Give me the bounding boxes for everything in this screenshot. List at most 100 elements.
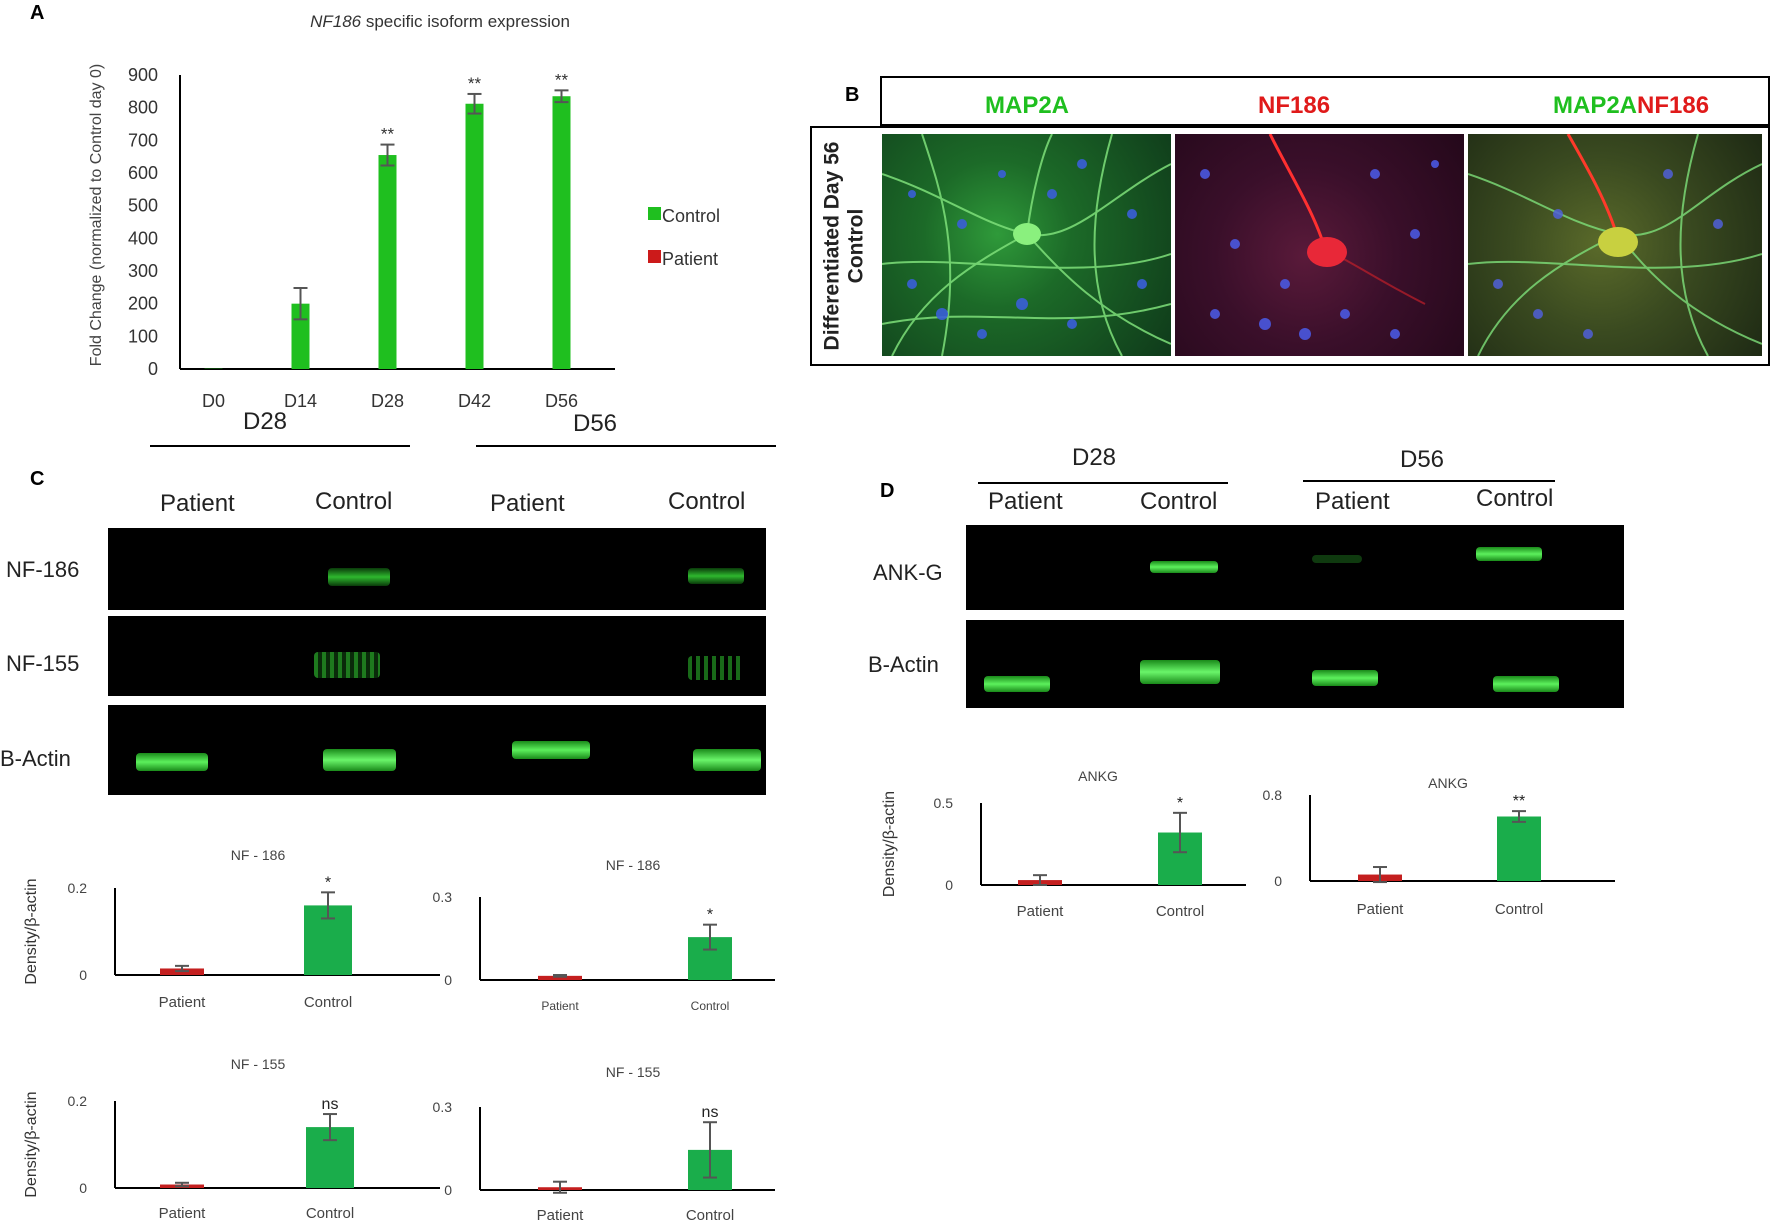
y-tick-label: 0 xyxy=(444,972,452,988)
panel-c-lane-3: Patient xyxy=(490,490,565,517)
chart-title: NF - 155 xyxy=(606,1064,661,1080)
panel-a-title-italic: NF186 xyxy=(310,12,362,31)
y-axis-label: Density/β-actin xyxy=(23,1091,40,1197)
chart-d-ankg-d56: ANKG 0 0.8 Patient ** Control xyxy=(1263,775,1615,918)
x-tick-label: Patient xyxy=(159,994,207,1011)
significance-label: ** xyxy=(1513,793,1525,810)
row-label-line-1: Differentiated Day 56 xyxy=(820,141,843,351)
y-tick-label: 400 xyxy=(128,228,158,248)
panel-d-day-d56: D56 xyxy=(1400,446,1445,473)
panel-d-lane-2: Control xyxy=(1140,488,1218,515)
band xyxy=(136,753,208,771)
band xyxy=(314,652,380,678)
x-tick-label: Control xyxy=(686,1207,734,1220)
merge-neurites xyxy=(1468,134,1762,356)
panel-d-row-bactin: B-Actin xyxy=(868,652,939,677)
panel-d-lane-1: Patient xyxy=(988,488,1063,515)
band xyxy=(688,568,744,584)
x-tick-label: Patient xyxy=(541,999,579,1013)
y-tick-label: 0.2 xyxy=(68,880,88,896)
significance-label: ns xyxy=(322,1096,339,1113)
panel-b-header-box xyxy=(880,76,1770,126)
x-tick-label: Patient xyxy=(159,1205,207,1220)
panel-c-lane-1: Patient xyxy=(160,490,235,517)
panel-c-d56-line xyxy=(476,445,776,447)
y-tick-label: 0 xyxy=(945,877,953,893)
channel-title-merge-nf186: NF186 xyxy=(1637,92,1710,119)
x-tick-label: Control xyxy=(1495,901,1543,918)
legend-control-swatch xyxy=(648,207,661,220)
band xyxy=(1140,660,1220,684)
blot-c-nf155 xyxy=(108,616,766,696)
significance-label: ns xyxy=(702,1104,719,1121)
band xyxy=(328,568,390,586)
y-tick-label: 0.2 xyxy=(68,1093,88,1109)
y-tick-label: 700 xyxy=(128,130,158,150)
panel-c-row-bactin: B-Actin xyxy=(0,746,71,771)
y-tick-label: 600 xyxy=(128,163,158,183)
x-tick-label: Patient xyxy=(1017,903,1065,920)
legend-patient-swatch xyxy=(648,250,661,263)
y-tick-label: 0 xyxy=(1274,873,1282,889)
band xyxy=(1150,561,1218,573)
x-tick-label: D56 xyxy=(545,391,578,411)
micrograph-map2a xyxy=(882,134,1171,356)
significance-label: * xyxy=(325,874,331,891)
chart-title: ANKG xyxy=(1428,775,1468,791)
significance-label: * xyxy=(707,907,713,924)
y-tick-label: 0.8 xyxy=(1263,787,1283,803)
y-tick-label: 0.5 xyxy=(934,795,954,811)
chart-title: ANKG xyxy=(1078,768,1118,784)
y-axis-label: Density/β-actin xyxy=(23,878,40,984)
panel-b-row-label: Differentiated Day 56 Control xyxy=(812,128,876,364)
panel-a-title-rest: specific isoform expression xyxy=(361,12,570,31)
panel-d-d28-line xyxy=(978,482,1228,484)
band xyxy=(1312,555,1362,563)
control-bar xyxy=(1497,816,1541,881)
x-tick-label: Control xyxy=(306,1205,354,1220)
panel-d-d56-line xyxy=(1303,480,1555,482)
chart-title: NF - 186 xyxy=(231,847,286,863)
panel-letter-d: D xyxy=(880,480,895,502)
panel-a-bar-chart: NF186 specific isoform expression 0 100 20… xyxy=(88,12,720,411)
channel-title-map2a: MAP2A xyxy=(985,92,1070,119)
blot-d-bactin xyxy=(966,620,1624,708)
legend-patient-label: Patient xyxy=(662,249,718,269)
channel-title-merge-map2a: MAP2A xyxy=(1553,92,1638,119)
blot-c-bactin xyxy=(108,705,766,795)
y-tick-label: 0.3 xyxy=(433,889,453,905)
y-tick-label: 0 xyxy=(148,359,158,379)
y-tick-label: 500 xyxy=(128,196,158,216)
y-tick-label: 0.3 xyxy=(433,1099,453,1115)
chart-c-nf186-d28: NF - 186 Density/β-actin 0 0.2 Patient * Contr… xyxy=(23,847,440,1011)
control-bar xyxy=(552,96,571,369)
panel-c-lane-4: Control xyxy=(668,488,746,515)
nf186-axon xyxy=(1200,134,1439,340)
chart-d-ankg-d28: ANKG Density/β-actin 0 0.5 Patient * Control xyxy=(881,768,1246,920)
blot-c-nf186 xyxy=(108,528,766,610)
band xyxy=(1476,547,1542,561)
micrograph-nf186 xyxy=(1175,134,1464,356)
significance-label: * xyxy=(1177,795,1183,812)
panel-c-day-d28: D28 xyxy=(243,408,288,435)
y-tick-label: 0 xyxy=(79,1180,87,1196)
y-tick-label: 0 xyxy=(444,1182,452,1198)
band xyxy=(693,749,761,771)
band xyxy=(323,749,396,771)
y-tick-label: 900 xyxy=(128,65,158,85)
panel-c-row-nf186: NF-186 xyxy=(6,557,80,582)
x-tick-label: D0 xyxy=(202,391,225,411)
y-tick-label: 100 xyxy=(128,326,158,346)
legend-control-label: Control xyxy=(662,206,720,226)
panel-letter-b: B xyxy=(845,84,860,106)
x-tick-label: D14 xyxy=(284,391,317,411)
x-tick-label: Control xyxy=(304,994,352,1011)
channel-title-nf186: NF186 xyxy=(1258,92,1331,119)
x-tick-label: Control xyxy=(691,999,730,1013)
map2a-neurites xyxy=(882,134,1171,356)
chart-title: NF - 186 xyxy=(606,857,661,873)
x-tick-label: D28 xyxy=(371,391,404,411)
y-tick-label: 300 xyxy=(128,261,158,281)
blot-d-ankg xyxy=(966,525,1624,610)
channel-title-merge: MAP2ANF186 xyxy=(1553,92,1709,120)
